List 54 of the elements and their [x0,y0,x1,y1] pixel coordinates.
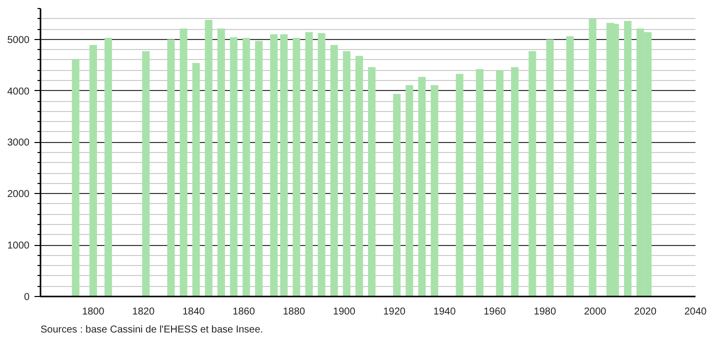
y-tick-label: 5000 [7,34,30,46]
bar [566,36,574,296]
x-tick-label: 1860 [232,306,256,318]
bar [204,20,212,296]
bar [342,51,350,296]
x-tick-label: 1960 [484,306,506,318]
x-tick-label: 1920 [383,306,406,318]
x-tick-label: 1840 [182,306,206,318]
y-tick-label: 0 [24,292,30,303]
bar [180,28,188,296]
bar [255,40,263,296]
bar [588,18,596,296]
bar [305,32,313,296]
bar [192,63,200,296]
bar [624,20,632,296]
bar [496,70,504,296]
x-tick-label: 1820 [132,306,155,318]
bar [142,51,150,296]
bar [330,45,338,296]
y-tick-label: 3000 [7,138,30,149]
x-tick-label: 2000 [584,306,607,318]
x-tick-label: 1900 [333,306,356,318]
bar [430,85,438,296]
bar [292,38,300,296]
x-tick-label: 1880 [282,306,306,318]
bar [546,39,554,296]
bar [280,34,288,296]
source-note: Sources : base Cassini de l'EHESS et base Insee. [40,324,264,336]
bar [242,38,250,296]
x-tick-label: 1980 [534,306,556,318]
y-tick-label: 2000 [7,189,30,200]
bar [72,59,80,296]
bar [270,34,278,296]
y-tick-label: 1000 [7,240,30,252]
x-tick-label: 1940 [433,306,456,318]
x-tick-label: 1800 [82,306,105,318]
y-tick-label: 4000 [7,86,30,98]
bar [355,56,363,296]
bar [456,74,464,296]
bar [418,76,426,296]
x-tick-label: 2020 [634,306,657,318]
bar [318,33,326,296]
bar [230,37,238,296]
bar [217,28,225,296]
bar [167,39,175,296]
bar [368,67,376,296]
bar [89,45,97,296]
bar [511,67,519,296]
bar [393,94,401,296]
bar [476,69,484,296]
bar [528,51,536,296]
x-tick-label: 2040 [684,306,708,318]
bar [406,85,414,296]
bar [104,38,112,296]
